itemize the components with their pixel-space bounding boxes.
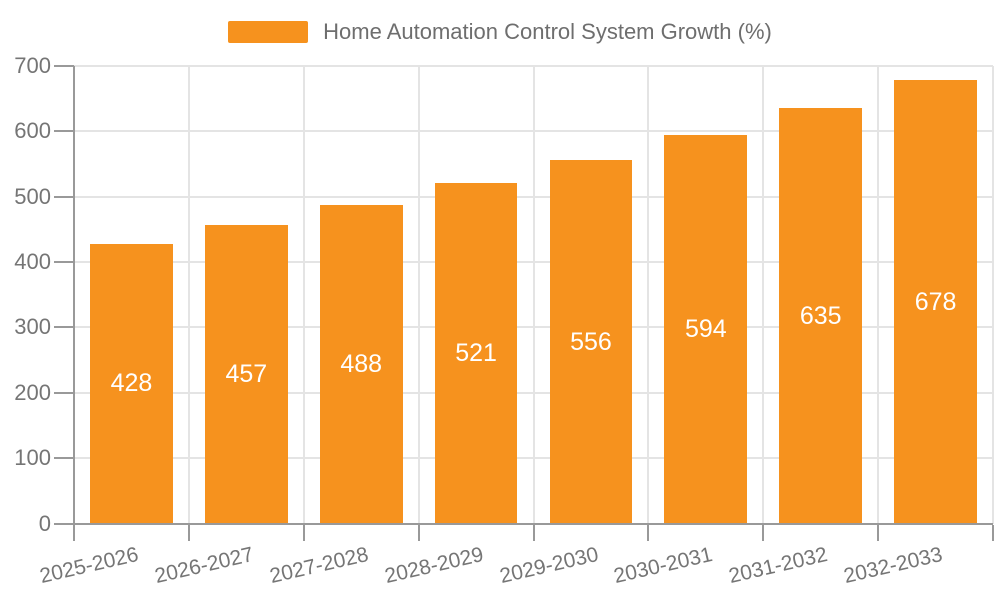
x-axis-tick	[762, 525, 765, 541]
x-axis-tick-label: 2029-2030	[497, 543, 601, 589]
x-axis-line	[73, 523, 993, 525]
y-axis-line	[73, 66, 75, 541]
bar[interactable]	[319, 204, 403, 523]
v-gridline	[302, 66, 305, 524]
y-axis-tick-label: 600	[14, 118, 51, 144]
x-axis-tick	[417, 525, 420, 541]
legend-swatch[interactable]	[228, 21, 309, 43]
legend-label[interactable]: Home Automation Control System Growth (%…	[323, 19, 772, 44]
y-axis-tick	[54, 391, 74, 394]
v-gridline	[417, 66, 420, 524]
x-axis-tick-label: 2032-2033	[841, 543, 945, 589]
v-gridline	[992, 66, 994, 524]
x-axis-tick	[302, 525, 305, 541]
bar-value-label: 457	[225, 359, 268, 388]
bar-value-label: 635	[799, 301, 842, 330]
bar[interactable]	[549, 160, 633, 523]
x-axis-tick-label: 2030-2031	[611, 543, 715, 589]
bar[interactable]	[779, 108, 863, 523]
x-axis-tick-label: 2025-2026	[37, 543, 141, 589]
x-axis-tick	[647, 525, 650, 541]
bar-value-label: 428	[110, 369, 153, 398]
legend[interactable]: Home Automation Control System Growth (%…	[0, 19, 1000, 45]
x-axis-tick-label: 2026-2027	[152, 543, 256, 589]
bar[interactable]	[664, 135, 748, 523]
y-axis-tick	[54, 261, 74, 264]
y-axis-tick	[54, 457, 74, 460]
y-axis-tick-label: 700	[14, 53, 51, 78]
y-axis-tick-label: 400	[14, 249, 51, 275]
y-axis-tick	[54, 195, 74, 198]
y-axis-tick-label: 0	[38, 510, 51, 536]
v-gridline	[762, 66, 765, 524]
bar[interactable]	[434, 182, 518, 523]
v-gridline	[532, 66, 535, 524]
x-axis-tick-label: 2031-2032	[726, 543, 830, 589]
y-axis-tick	[54, 130, 74, 133]
y-axis-tick	[54, 522, 74, 525]
bar-value-label: 678	[914, 287, 957, 316]
v-gridline	[187, 66, 190, 524]
v-gridline	[877, 66, 880, 524]
v-gridline	[647, 66, 650, 524]
y-axis-tick-label: 300	[14, 314, 51, 340]
bar[interactable]	[204, 224, 288, 523]
bar-value-label: 556	[570, 327, 612, 356]
bar-value-label: 488	[340, 349, 383, 378]
y-axis-tick-label: 100	[14, 445, 51, 471]
x-axis-tick	[877, 525, 880, 541]
bar[interactable]	[90, 243, 173, 523]
y-axis-tick-label: 200	[14, 379, 51, 405]
bar-value-label: 521	[455, 338, 497, 367]
y-axis-tick	[54, 326, 74, 329]
bar[interactable]	[894, 80, 977, 523]
y-axis-tick	[54, 65, 74, 67]
x-axis-tick	[187, 525, 190, 541]
x-axis-tick-label: 2028-2029	[382, 543, 486, 589]
y-axis-tick-label: 500	[14, 183, 51, 209]
x-axis-tick	[532, 525, 535, 541]
bar-value-label: 594	[684, 315, 727, 344]
x-axis-tick	[73, 525, 75, 541]
x-axis-tick-label: 2027-2028	[267, 543, 371, 589]
x-axis-tick	[992, 525, 994, 541]
